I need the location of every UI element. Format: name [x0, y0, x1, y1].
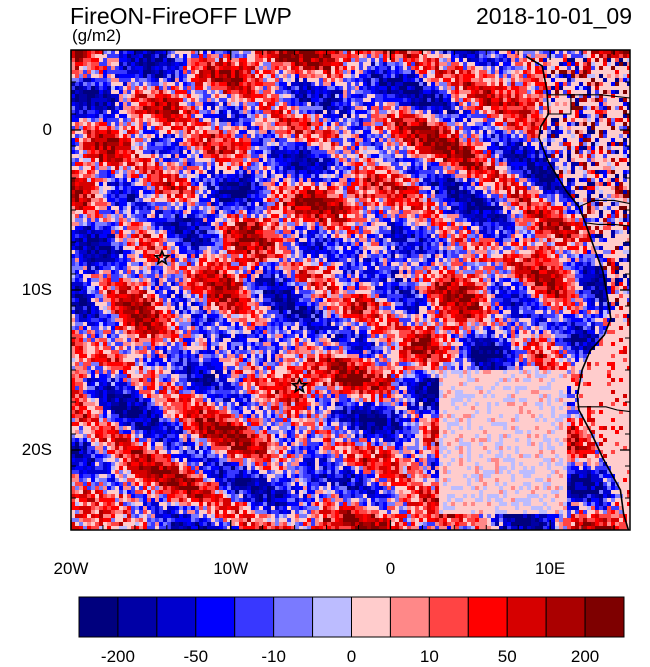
colorbar-swatch: [78, 596, 119, 638]
colorbar-swatch: [545, 596, 586, 638]
colorbar-swatch: [234, 596, 275, 638]
star-marker-west: [153, 248, 171, 266]
colorbar-swatch: [273, 596, 314, 638]
colorbar-label: 0: [346, 647, 357, 666]
map-overlay: [153, 55, 630, 530]
colorbar-swatch: [351, 596, 391, 638]
star-marker-center: [290, 376, 309, 394]
lon-tick-label: 10E: [535, 559, 566, 578]
lat-tick-label: 10S: [21, 280, 52, 299]
colorbar-label: 10: [419, 647, 439, 666]
timestamp: 2018-10-01_09: [475, 3, 632, 29]
colorbar-swatch: [467, 596, 508, 638]
units-label: (g/m2): [72, 26, 122, 45]
lwp-difference-field: [71, 50, 630, 530]
colorbar-label: 200: [570, 647, 600, 666]
map-title: FireON-FireOFF LWP: [70, 3, 292, 29]
axis-ticks: [70, 49, 630, 531]
colorbar-swatch: [312, 596, 353, 638]
colorbar-label: -10: [261, 647, 286, 666]
colorbar-swatch: [156, 596, 197, 638]
lon-tick-label: 0: [385, 559, 396, 578]
country-border: [585, 222, 630, 227]
country-border: [578, 199, 630, 208]
lat-tick-label: 20S: [21, 440, 52, 459]
colorbar-swatch: [117, 596, 158, 638]
colorbar-swatch: [389, 596, 430, 638]
colorbar-label: -50: [183, 647, 209, 666]
colorbar-swatch: [506, 596, 547, 638]
colorbar-swatch: [195, 596, 236, 638]
lon-tick-label: 20W: [53, 559, 89, 578]
lat-tick-label: 0: [42, 120, 52, 139]
colorbar-swatch: [584, 596, 625, 638]
country-border: [546, 94, 572, 115]
coastline: [525, 55, 630, 530]
country-border: [577, 406, 630, 413]
country-border: [546, 94, 630, 99]
colorbar-swatch: [428, 596, 469, 638]
colorbar-label: -200: [100, 647, 135, 666]
colorbar: [78, 596, 625, 638]
lon-tick-label: 10W: [213, 559, 249, 578]
colorbar-label: 50: [497, 647, 517, 666]
